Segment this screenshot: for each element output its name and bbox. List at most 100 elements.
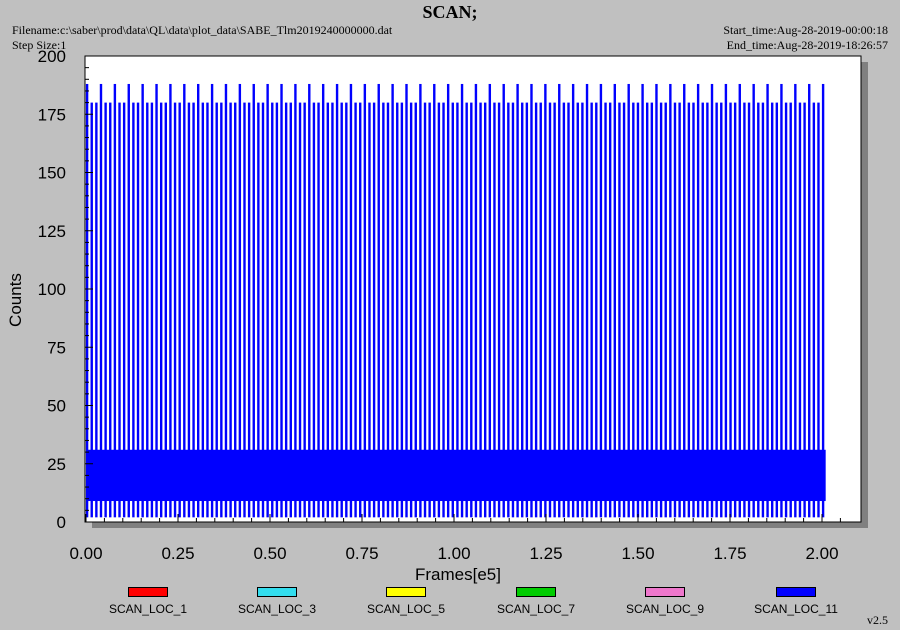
spike-mark	[192, 102, 195, 518]
spike-mark	[539, 102, 542, 518]
spike-mark	[247, 102, 251, 518]
spike-mark	[178, 102, 181, 518]
y-tick-label: 100	[38, 280, 66, 299]
spike-mark	[428, 102, 431, 518]
spike-mark	[511, 102, 515, 518]
spike-mark	[595, 102, 598, 518]
spike-mark	[132, 102, 135, 518]
spike-mark	[599, 83, 603, 518]
spike-mark	[321, 83, 325, 518]
spike-mark	[127, 83, 130, 518]
spike-mark	[136, 102, 140, 518]
series-layer	[85, 83, 826, 518]
spike-mark	[585, 83, 589, 518]
spike-mark	[456, 102, 459, 518]
spike-mark	[581, 102, 584, 518]
spike-mark	[405, 83, 408, 518]
spike-mark	[752, 83, 755, 518]
legend-swatch	[776, 587, 816, 597]
legend-label: SCAN_LOC_5	[366, 602, 446, 616]
spike-mark	[340, 102, 343, 518]
spike-mark	[465, 102, 468, 518]
spike-mark	[659, 102, 663, 518]
spike-mark	[627, 83, 630, 518]
legend: SCAN_LOC_1 SCAN_LOC_3 SCAN_LOC_5 SCAN_LOC_7…	[0, 584, 900, 616]
spike-mark	[720, 102, 723, 518]
spike-mark	[808, 83, 811, 518]
spike-mark	[562, 102, 566, 518]
spike-mark	[493, 102, 496, 518]
spike-mark	[419, 83, 422, 518]
spike-mark	[368, 102, 371, 518]
legend-label: SCAN_LOC_7	[496, 602, 576, 616]
spike-mark	[303, 102, 306, 518]
spike-mark	[164, 102, 167, 518]
spike-mark	[558, 83, 561, 518]
spike-mark	[280, 83, 283, 518]
legend-item: SCAN_LOC_9	[600, 584, 730, 616]
baseline-band	[86, 449, 826, 502]
spike-mark	[636, 102, 640, 518]
spike-mark	[692, 102, 695, 518]
spike-mark	[409, 102, 413, 518]
spike-mark	[446, 83, 450, 518]
spike-mark	[317, 102, 320, 518]
step-size-label: Step Size:1	[12, 38, 67, 52]
y-tick-label: 175	[38, 105, 66, 124]
spike-mark	[507, 102, 510, 518]
spike-mark	[497, 102, 501, 518]
legend-item: SCAN_LOC_5	[341, 584, 471, 616]
legend-swatch	[386, 587, 426, 597]
spike-mark	[775, 102, 779, 518]
spike-mark	[488, 83, 492, 518]
x-tick-label: 1.00	[437, 544, 470, 563]
spike-mark	[789, 102, 792, 518]
spike-mark	[122, 102, 126, 518]
spike-mark	[363, 83, 367, 518]
spike-mark	[553, 102, 556, 518]
x-tick-label: 1.50	[621, 544, 654, 563]
spike-mark	[169, 83, 172, 518]
spike-mark	[576, 102, 579, 518]
spike-mark	[118, 102, 121, 518]
spike-mark	[683, 83, 686, 518]
spike-mark	[567, 102, 570, 518]
spike-mark	[738, 83, 741, 518]
x-tick-label: 0.25	[161, 544, 194, 563]
spike-mark	[349, 83, 353, 518]
spike-mark	[687, 102, 691, 518]
filename-label: Filename:c:\saber\prod\data\QL\data\plot…	[12, 23, 393, 37]
spike-mark	[613, 83, 616, 518]
spike-mark	[224, 83, 228, 518]
spike-mark	[423, 102, 427, 518]
y-tick-label: 150	[38, 164, 66, 183]
spike-mark	[298, 102, 302, 518]
x-tick-label: 0.50	[253, 544, 286, 563]
spike-mark	[289, 102, 292, 518]
spike-mark	[359, 102, 362, 518]
spike-mark	[696, 83, 700, 518]
spike-mark	[451, 102, 454, 518]
spike-mark	[608, 102, 612, 518]
spike-mark	[803, 102, 806, 518]
y-tick-label: 125	[38, 222, 66, 241]
spike-mark	[479, 102, 482, 518]
spike-mark	[673, 102, 677, 518]
legend-label: SCAN_LOC_1	[108, 602, 188, 616]
spike-mark	[183, 83, 186, 518]
spike-mark	[201, 102, 205, 518]
spike-mark	[414, 102, 417, 518]
spike-mark	[516, 83, 519, 518]
spike-mark	[729, 102, 732, 518]
spike-mark	[650, 102, 654, 518]
spike-mark	[664, 102, 667, 518]
spike-mark	[747, 102, 751, 518]
y-tick-label: 75	[47, 338, 66, 357]
spike-mark	[391, 83, 394, 518]
spike-mark	[197, 83, 200, 518]
spike-mark	[95, 102, 98, 518]
spike-mark	[377, 83, 380, 518]
spike-mark	[669, 83, 672, 518]
legend-swatch	[257, 587, 297, 597]
spike-mark	[641, 83, 644, 518]
